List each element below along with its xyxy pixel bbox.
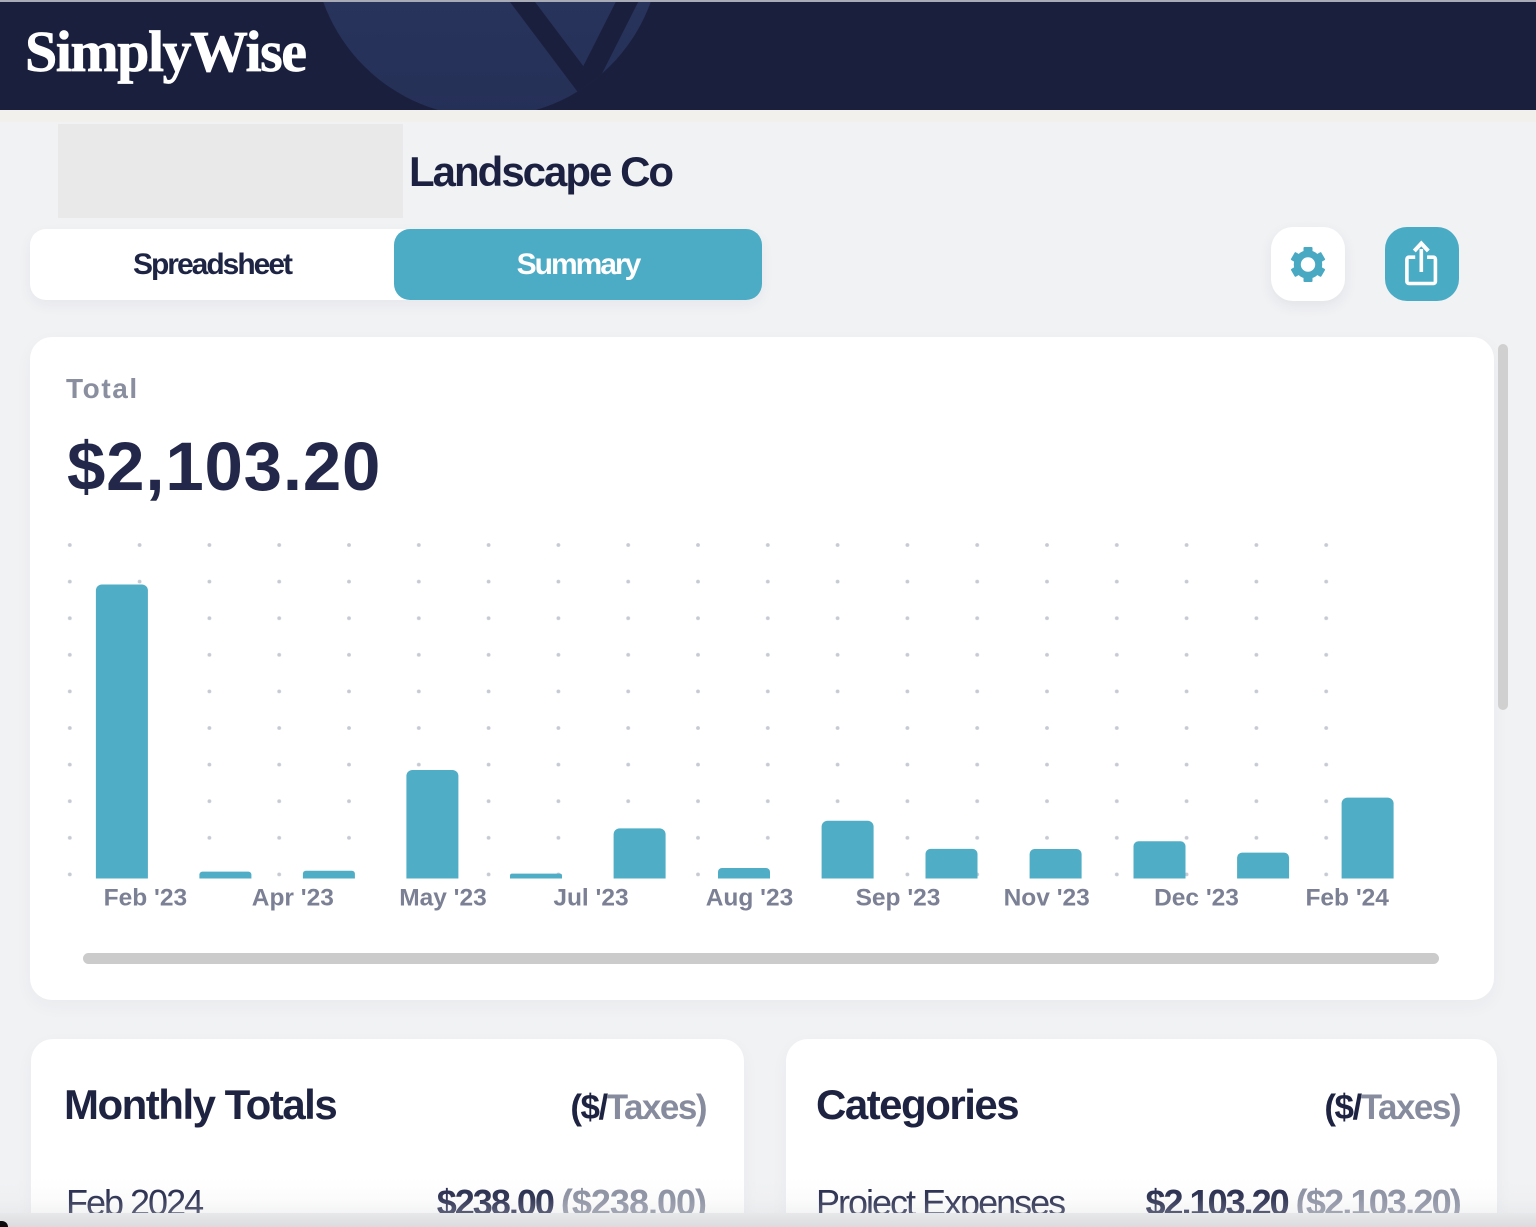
svg-text:Feb '24: Feb '24: [1305, 885, 1389, 912]
svg-text:Aug '23: Aug '23: [706, 885, 794, 912]
svg-text:Nov '23: Nov '23: [1004, 885, 1090, 912]
svg-text:Dec '23: Dec '23: [1154, 885, 1239, 912]
svg-text:Jul '23: Jul '23: [553, 885, 628, 912]
svg-text:Sep '23: Sep '23: [856, 885, 941, 912]
svg-text:Feb '23: Feb '23: [104, 885, 187, 912]
svg-text:Apr '23: Apr '23: [252, 885, 334, 912]
svg-text:May '23: May '23: [399, 885, 487, 912]
